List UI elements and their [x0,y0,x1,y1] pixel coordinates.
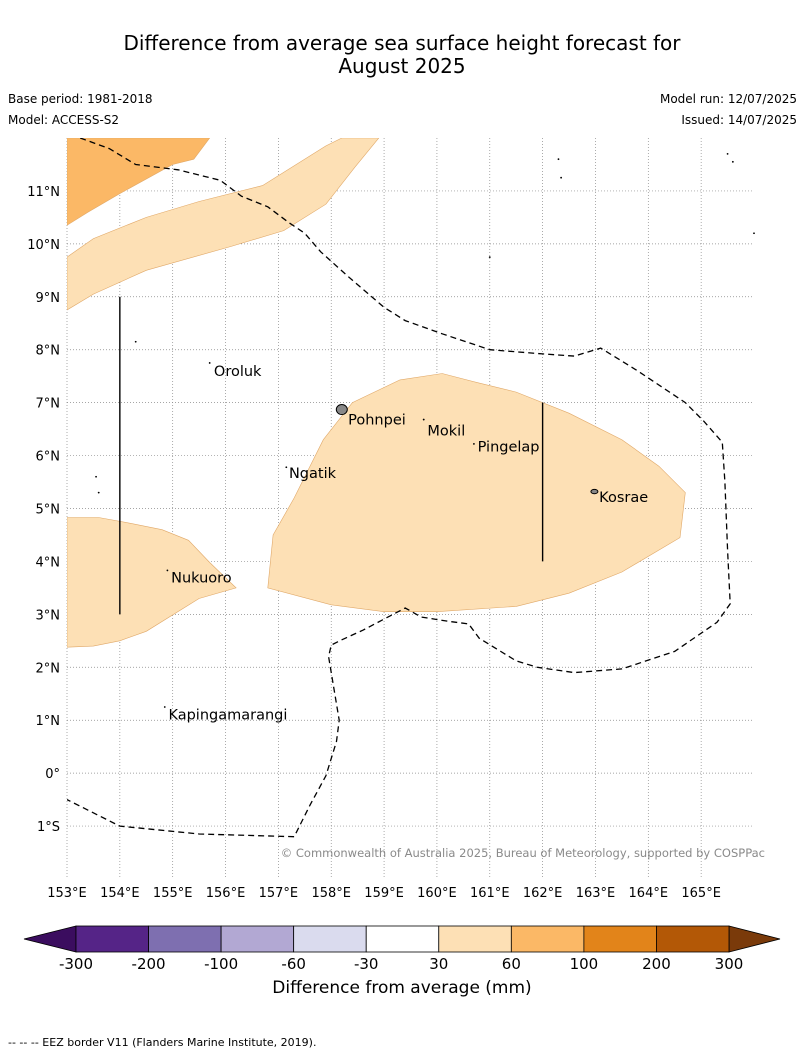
lon-tick-label: 159°E [364,886,404,901]
lat-tick-label: 10°N [27,238,60,253]
islet-marker [97,491,100,494]
lat-tick-label: 1°N [36,714,61,729]
colorbar-tick-label: -200 [132,955,166,973]
anomaly-region [267,373,686,613]
colorbar-over-arrow [728,925,781,953]
colorbar-tick-label: 30 [429,955,448,973]
island-label: Kapingamarangi [168,707,287,723]
colorbar-tick-label: 60 [502,955,521,973]
base-period-text: Base period: 1981-2018 [8,92,153,106]
island-marker [335,404,348,416]
colorbar-under-arrow [23,925,77,953]
lat-tick-label: 11°N [27,185,60,200]
lon-tick-label: 163°E [576,886,616,901]
anomaly-region [67,138,211,226]
model-run-text: Model run: 12/07/2025 [659,92,797,106]
islet-marker [560,176,563,179]
eez-border-line [67,138,731,838]
island-label: Kosrae [599,490,648,506]
copyright-text: © Commonwealth of Australia 2025, Bureau… [281,846,765,860]
islet-marker [488,256,491,258]
colorbar-segment [293,925,367,953]
colorbar-segment [148,925,222,953]
lat-tick-label: 0° [45,767,60,782]
lat-tick-label: 9°N [36,291,61,306]
island-marker [163,706,166,708]
lon-tick-label: 165°E [681,886,721,901]
islet-marker [726,152,729,155]
colorbar-tick-label: -100 [204,955,238,973]
lon-tick-label: 153°E [47,886,87,901]
colorbar: -300 -200 -100 -60 -30 30 60 100 200 300 [23,925,781,973]
island-marker [285,466,288,469]
eez-border-lines [67,138,731,838]
island-marker [208,362,211,364]
lat-tick-label: 3°N [36,608,61,623]
island-marker [590,488,599,495]
colorbar-label: Difference from average (mm) [272,978,532,998]
footnote-text: -- -- -- EEZ border V11 (Flanders Marine… [8,1036,317,1049]
island-labels: Oroluk Pohnpei Mokil Pingelap Ngatik Kosrae Nu… [168,364,648,724]
lon-tick-label: 162°E [523,886,563,901]
lon-tick-label: 160°E [417,886,457,901]
colorbar-segment [438,925,512,953]
boundary-markers [119,296,544,615]
islet-marker [753,232,755,235]
island-marker [166,569,169,572]
lon-tick-label: 161°E [470,886,510,901]
issued-text: Issued: 14/07/2025 [681,113,797,127]
lon-tick-label: 157°E [259,886,299,901]
colorbar-segment [75,925,149,953]
lon-tick-label: 155°E [153,886,193,901]
islet-marker [95,475,97,478]
lat-tick-label: 6°N [36,450,61,465]
colorbar-segment [365,925,440,953]
islet-marker [134,340,137,343]
lon-tick-label: 154°E [100,886,140,901]
colorbar-tick-label: 200 [642,955,671,973]
lat-tick-label: 2°N [36,661,61,676]
title-line-2: August 2025 [338,54,466,78]
islet-marker [731,160,734,163]
colorbar-segment [220,925,295,953]
colorbar-tick-label: 300 [715,955,744,973]
page-title: Difference from average sea surface heig… [0,32,804,78]
anomaly-region [67,517,237,648]
colorbar-tick-label: -30 [354,955,379,973]
island-label: Ngatik [289,466,337,482]
island-label: Pingelap [478,440,540,456]
lat-tick-label: 5°N [36,503,61,518]
model-text: Model: ACCESS-S2 [8,113,120,127]
lon-tick-label: 156°E [206,886,246,901]
colorbar-segment [510,925,585,953]
colorbar-tick-label: -60 [281,955,306,973]
title-line-1: Difference from average sea surface heig… [123,31,681,55]
lon-tick-label: 158°E [311,886,351,901]
axis-tick-labels: 153°E 154°E 155°E 156°E 157°E 158°E 159°E 160°E… [27,185,721,901]
island-label: Pohnpei [348,413,406,429]
island-marker [422,418,425,421]
island-label: Oroluk [214,364,262,380]
island-marker [473,443,475,445]
anomaly-shading [67,138,686,648]
island-markers [95,152,755,708]
anomaly-region [67,138,380,311]
islet-marker [557,158,560,161]
lat-tick-label: 4°N [36,555,61,570]
colorbar-segment [656,925,730,953]
island-label: Nukuoro [171,570,232,586]
lon-tick-label: 164°E [629,886,669,901]
lat-tick-label: 8°N [36,344,61,359]
island-label: Mokil [427,424,465,440]
colorbar-tick-label: 100 [570,955,599,973]
lat-tick-label: 7°N [36,397,61,412]
colorbar-tick-label: -300 [59,955,93,973]
colorbar-segment [583,925,657,953]
lat-tick-label: 1°S [37,820,60,835]
